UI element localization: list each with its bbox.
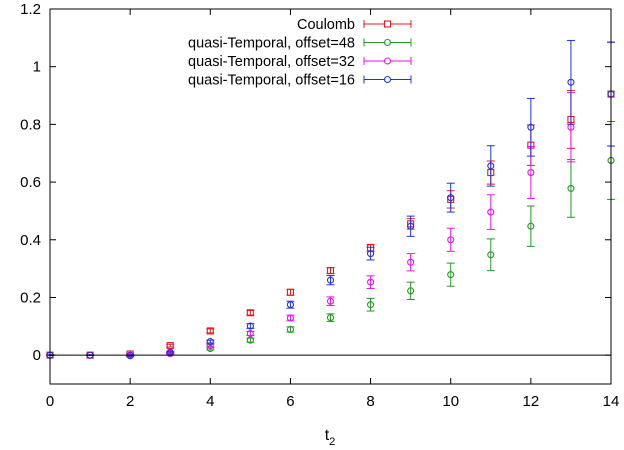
x-tick-label: 10	[442, 393, 459, 410]
series-0	[46, 41, 615, 359]
data-point	[567, 78, 575, 86]
legend: Coulomb quasi-Temporal, offset=48 quasi-Te…	[188, 17, 412, 89]
data-point	[326, 297, 335, 305]
data-point	[567, 184, 575, 192]
x-tick-label: 12	[523, 393, 540, 410]
data-point	[286, 301, 294, 309]
y-tick-label: 0.6	[20, 174, 41, 191]
axes: 0 2 4 6 8 10 12 14 0 0.2 0.4 0.6 0.8 1 1.2	[20, 1, 619, 410]
y-tick-label: 1.2	[20, 1, 41, 18]
legend-marker	[383, 57, 392, 65]
data-point	[206, 338, 214, 346]
series-2	[46, 41, 615, 359]
data-point	[527, 169, 535, 177]
data-point	[447, 236, 455, 244]
data-point	[407, 287, 415, 295]
data-point	[286, 325, 294, 334]
plot-frame	[49, 8, 612, 385]
legend-marker	[383, 75, 392, 84]
data-point	[246, 322, 254, 330]
y-tick-label: 0.4	[20, 232, 41, 249]
legend-label-2: quasi-Temporal, offset=32	[188, 54, 355, 70]
data-point	[326, 267, 335, 275]
series-1	[46, 121, 615, 359]
legend-label-3: quasi-Temporal, offset=16	[188, 73, 355, 89]
data-point	[527, 222, 535, 230]
data-point	[407, 258, 415, 266]
data-point	[166, 342, 174, 350]
data-point	[487, 208, 495, 216]
data-point	[487, 251, 495, 259]
data-point	[447, 194, 455, 202]
legend-marker	[383, 38, 392, 47]
data-point	[326, 276, 335, 284]
data-point	[206, 327, 214, 335]
data-point	[246, 309, 254, 317]
legend-marker	[383, 20, 392, 28]
data-point	[246, 336, 254, 344]
data-point	[126, 352, 134, 360]
data-point	[367, 301, 375, 309]
y-tick-label: 0.2	[20, 289, 41, 306]
x-tick-label: 0	[46, 393, 54, 410]
data-point	[407, 222, 415, 230]
x-tick-label: 2	[126, 393, 134, 410]
x-axis-title: t2	[325, 427, 336, 448]
data-point	[367, 250, 375, 258]
legend-label-1: quasi-Temporal, offset=48	[188, 36, 355, 52]
x-tick-label: 14	[603, 393, 620, 410]
x-tick-label: 6	[286, 393, 294, 410]
y-tick-label: 0.8	[20, 116, 41, 133]
data-point	[286, 288, 294, 296]
x-tick-label: 8	[366, 393, 374, 410]
x-axis-title-base: t	[325, 427, 330, 444]
data-point	[367, 278, 375, 286]
y-tick-label: 1	[33, 59, 41, 76]
data-point	[286, 314, 294, 322]
data-point	[246, 329, 254, 338]
data-point	[527, 123, 535, 131]
data-point	[487, 162, 495, 170]
data-point	[447, 271, 455, 279]
legend-label-0: Coulomb	[297, 17, 355, 33]
x-tick-label: 4	[206, 393, 214, 410]
y-tick-label: 0	[33, 347, 41, 364]
data-point	[326, 314, 335, 322]
x-axis-title-subscript: 2	[329, 436, 335, 448]
